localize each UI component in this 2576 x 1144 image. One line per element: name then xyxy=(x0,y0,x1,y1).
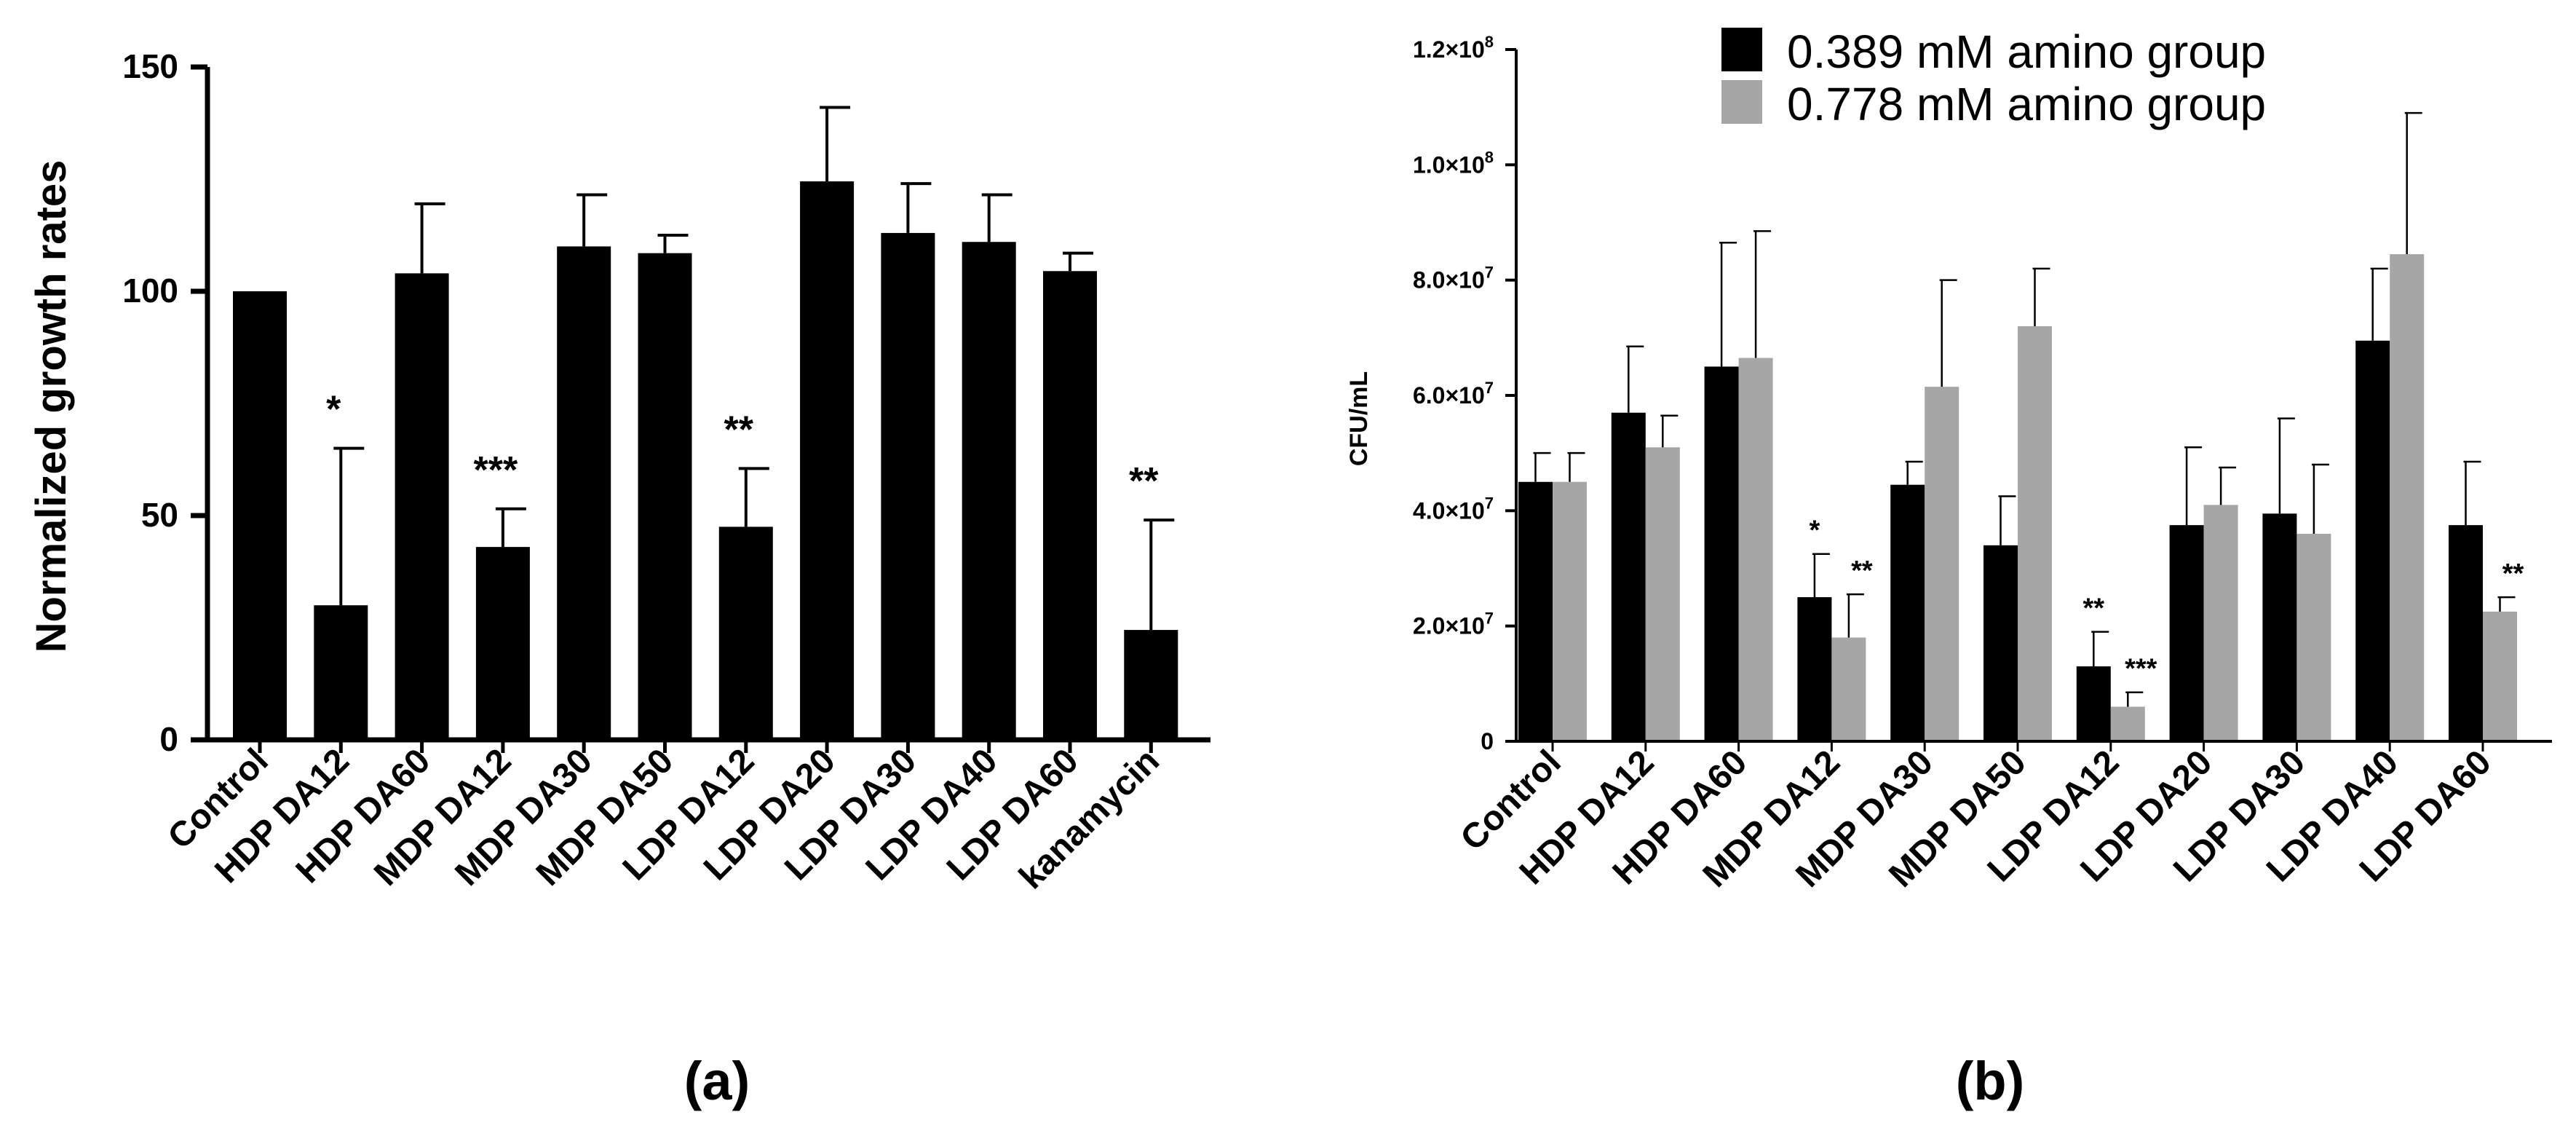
panel-b-bar-0389 xyxy=(1704,366,1739,742)
panel-b-bar-0389 xyxy=(2355,340,2390,742)
panel-a-bar xyxy=(557,246,611,740)
panel-b-bar-0389 xyxy=(1611,412,1646,741)
panel-b-bar-0389 xyxy=(2262,513,2297,741)
panel-a-label: (a) xyxy=(684,1051,750,1111)
panel-a-bar xyxy=(314,605,368,740)
panel-a-significance: ** xyxy=(724,409,754,451)
panel-b-bar-0778 xyxy=(2203,505,2238,741)
panel-b-bar-0778 xyxy=(2110,706,2145,741)
panel-b-ytick-label: 2.0×107 xyxy=(1413,610,1494,639)
panel-b-ylabel: CFU/mL xyxy=(1345,371,1373,466)
panel-b-bar-0778 xyxy=(2483,611,2517,741)
panel-b-chart: CFU/mL 0 2.0×107 4.0×107 6.0×107 8.0×107 1.0×… xyxy=(1345,25,2552,1111)
panel-a-bar xyxy=(962,242,1016,740)
panel-b-bar-0389 xyxy=(1518,481,1553,741)
panel-b-bar-0778 xyxy=(2296,534,2331,741)
panel-a-significance: *** xyxy=(474,449,518,492)
panel-b-legend: 0.389 mM amino group 0.778 mM amino grou… xyxy=(1721,25,2266,130)
panel-b-ytick-label: 1.0×108 xyxy=(1413,148,1494,178)
panel-a-significance: * xyxy=(326,389,341,431)
panel-b-ytick-label: 6.0×107 xyxy=(1413,379,1494,409)
panel-a-bar xyxy=(718,526,773,740)
panel-a-bar xyxy=(800,181,855,740)
legend-label-0778: 0.778 mM amino group xyxy=(1787,78,2266,130)
panel-b-significance: ** xyxy=(2502,559,2524,589)
panel-b-bar-0778 xyxy=(1553,481,1587,741)
panel-b-bar-0389 xyxy=(2076,666,2111,741)
panel-b-ytick-label: 4.0×107 xyxy=(1413,494,1494,524)
panel-b-bar-0778 xyxy=(1831,637,1866,741)
panel-b-ytick-label: 0 xyxy=(1481,728,1494,754)
panel-a-bar xyxy=(395,273,449,740)
panel-b-ytick-label: 8.0×107 xyxy=(1413,264,1494,293)
panel-b-ytick-label: 1.2×108 xyxy=(1413,33,1494,63)
panel-a-ytick-label: 150 xyxy=(122,47,178,85)
panel-a-bar xyxy=(638,253,692,740)
panel-b-bar-0778 xyxy=(1645,447,1680,741)
panel-b-significance: ** xyxy=(1851,556,1873,586)
panel-b-label: (b) xyxy=(1956,1051,2025,1111)
panel-a-bar xyxy=(233,291,287,740)
panel-b-bar-0389 xyxy=(1797,597,1832,741)
panel-b-bar-0778 xyxy=(1738,358,1773,742)
panel-a-bar xyxy=(1124,630,1178,740)
panel-b-bar-0389 xyxy=(2169,525,2204,741)
panel-a-ylabel: Normalized growth rates xyxy=(28,160,75,653)
panel-b-bar-0389 xyxy=(1890,484,1925,741)
panel-b-bar-0389 xyxy=(1983,545,2018,741)
legend-swatch-dark xyxy=(1721,28,1762,71)
panel-a-ytick-label: 100 xyxy=(122,272,178,309)
panel-b-bar-0778 xyxy=(2018,326,2052,741)
panel-a-bar xyxy=(881,232,935,740)
legend-swatch-light xyxy=(1721,80,1762,124)
panel-a-bar xyxy=(1043,271,1097,740)
panel-a-bar xyxy=(475,547,530,740)
panel-b-significance: ** xyxy=(2083,593,2105,624)
panel-b-significance: *** xyxy=(2125,654,2157,685)
panel-a-ytick-label: 0 xyxy=(159,720,178,758)
panel-b-bar-0778 xyxy=(1925,387,1959,741)
panel-b-significance: * xyxy=(1810,516,1820,546)
panel-a-ytick-label: 50 xyxy=(141,496,178,534)
legend-label-0389: 0.389 mM amino group xyxy=(1787,25,2266,78)
panel-b-bar-0778 xyxy=(2390,254,2425,742)
panel-a-significance: ** xyxy=(1129,460,1159,502)
panel-b-bar-0389 xyxy=(2449,525,2483,741)
